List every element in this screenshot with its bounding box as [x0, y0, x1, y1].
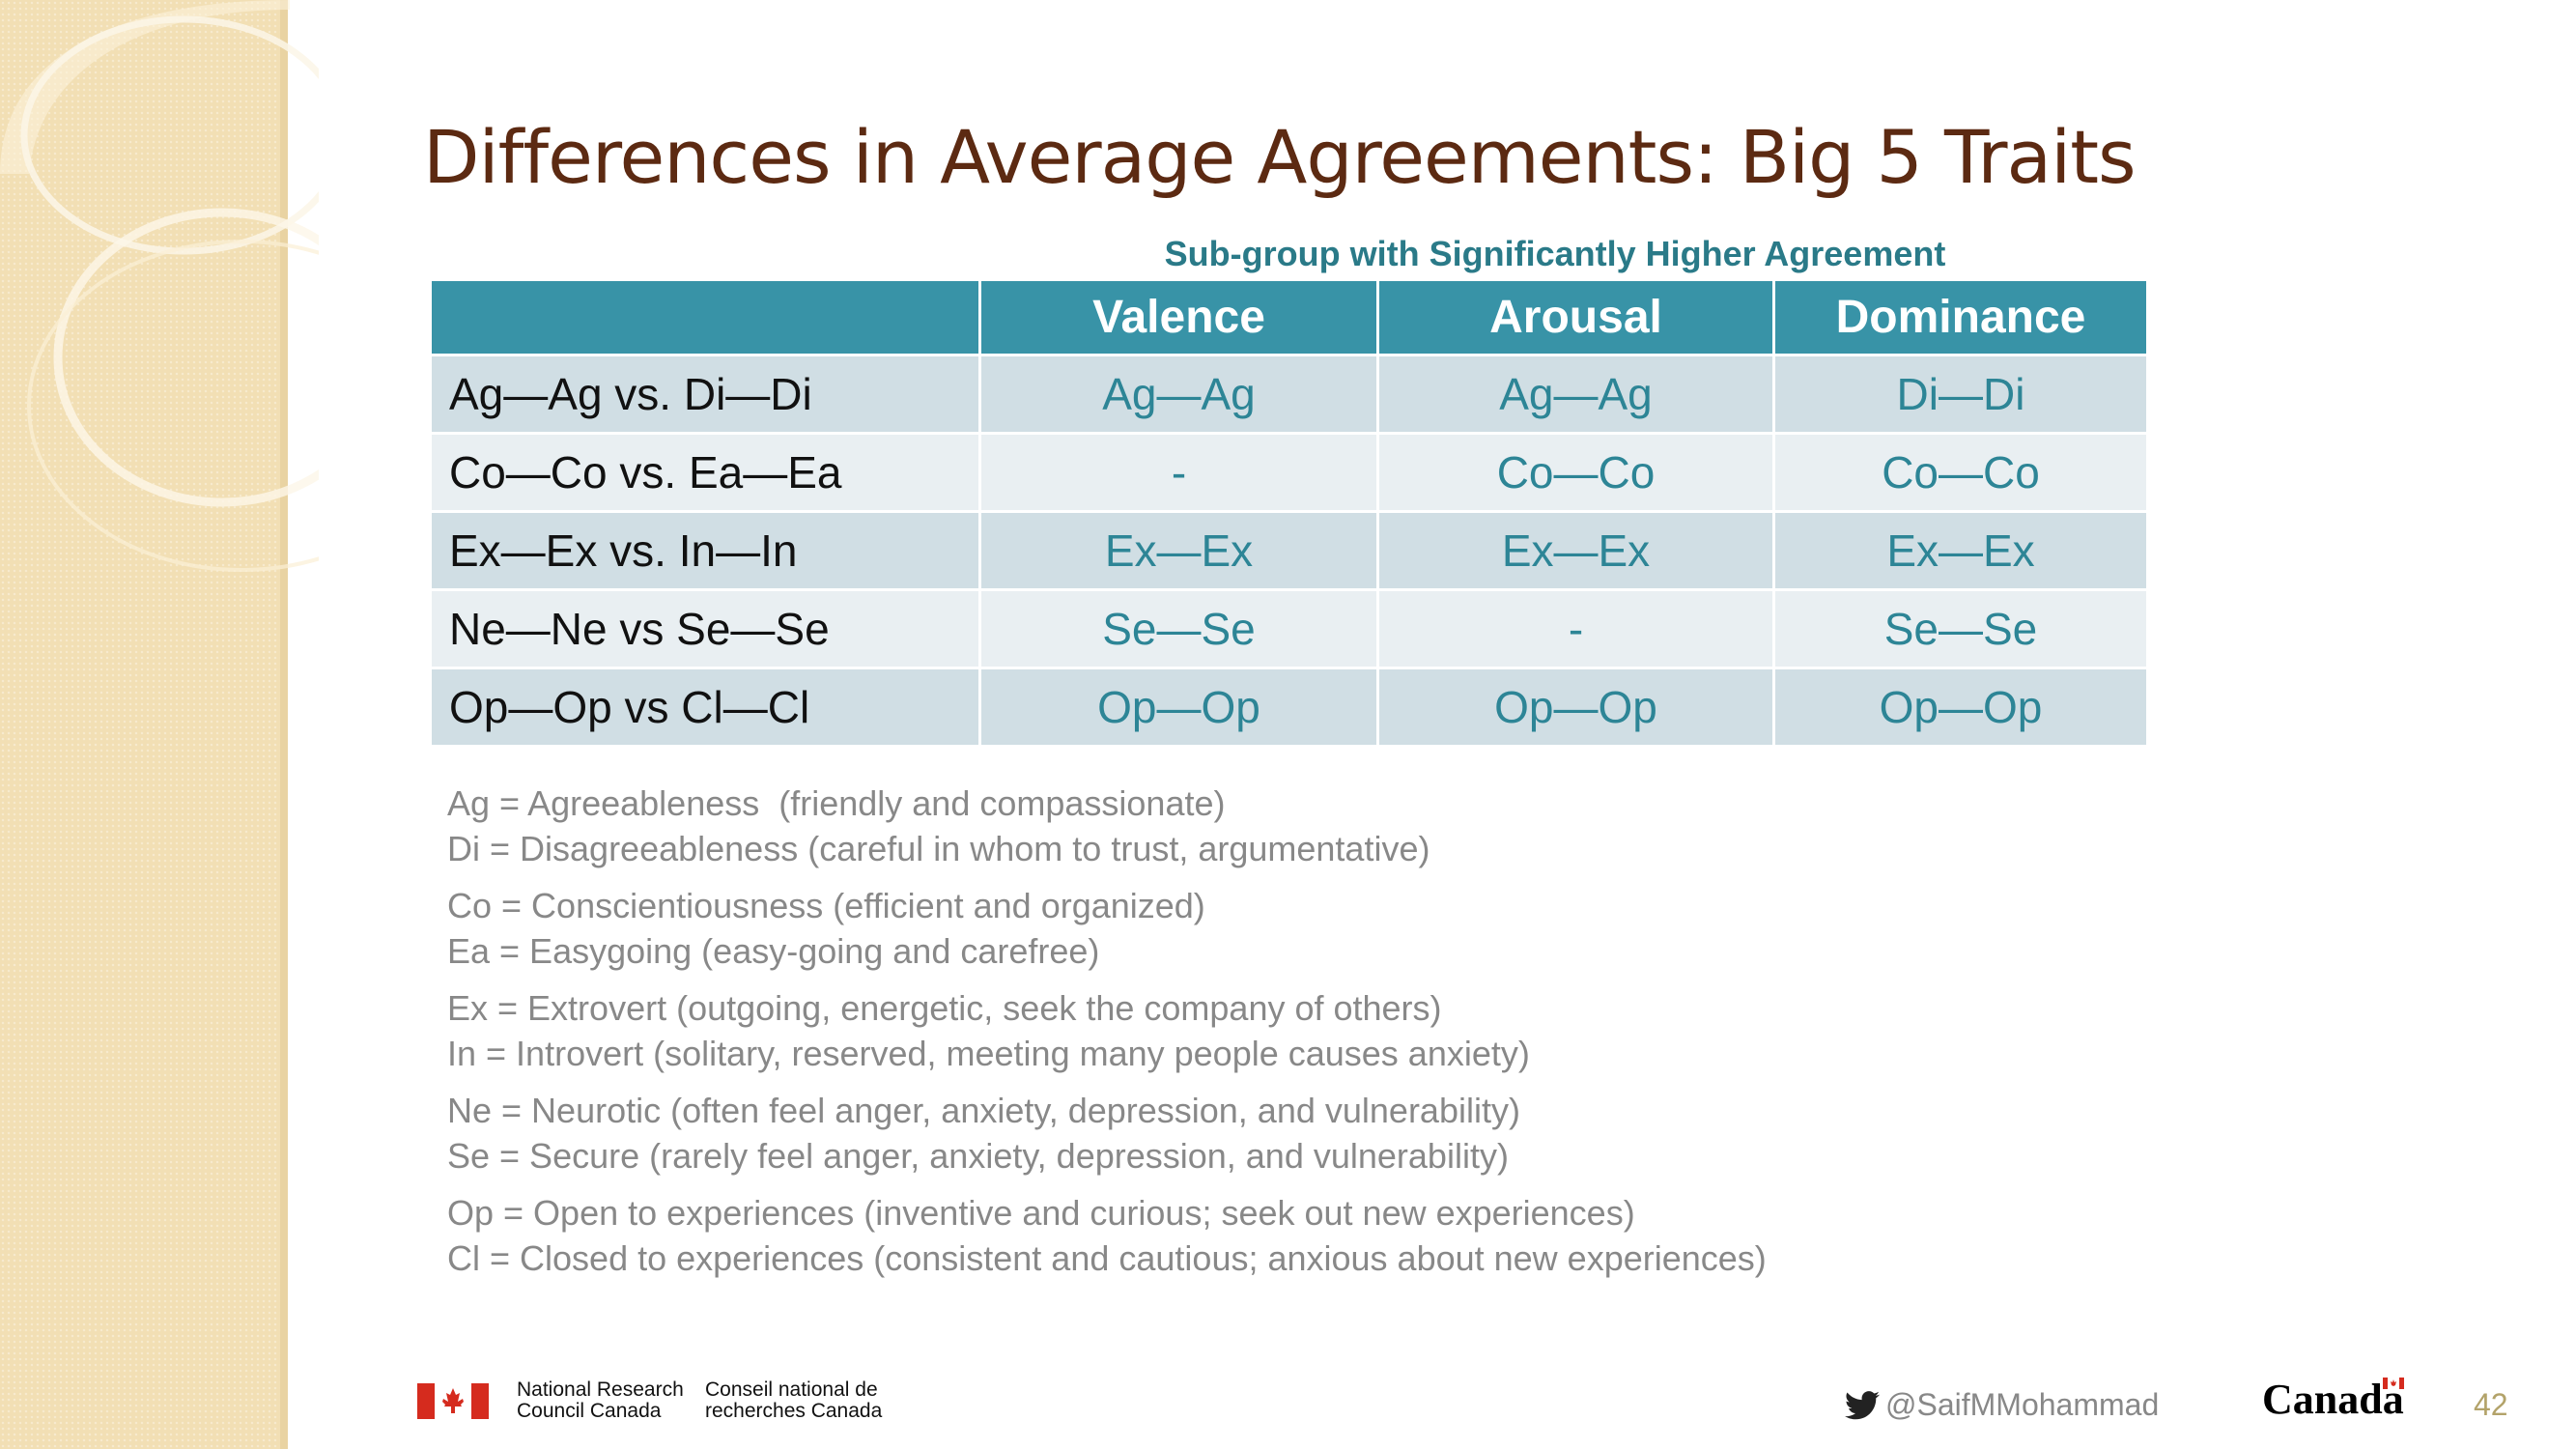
legend-line: Ex = Extrovert (outgoing, energetic, see…: [447, 988, 1442, 1028]
dominance-cell: Di—Di: [1772, 354, 2149, 435]
legend-line: Ne = Neurotic (often feel anger, anxiety…: [447, 1091, 1520, 1130]
trait-legend: Ag = Agreeableness (friendly and compass…: [447, 781, 1767, 1293]
table-header-row: Valence Arousal Dominance: [429, 278, 2149, 356]
legend-line: Op = Open to experiences (inventive and …: [447, 1193, 1635, 1233]
decorative-rings-graphic: [0, 0, 319, 572]
header-empty-cell: [429, 278, 981, 356]
header-arousal: Arousal: [1376, 278, 1775, 356]
canada-wordmark: Canada: [2262, 1376, 2404, 1423]
header-valence: Valence: [978, 278, 1379, 356]
twitter-attribution: @SaifMMohammad: [1845, 1387, 2159, 1423]
arousal-cell: Op—Op: [1376, 667, 1775, 748]
valence-cell: Op—Op: [978, 667, 1379, 748]
table-row: Ag—Ag vs. Di—Di Ag—Ag Ag—Ag Di—Di: [429, 354, 2149, 435]
canada-flag-icon: [417, 1383, 489, 1419]
legend-line: Ag = Agreeableness (friendly and compass…: [447, 783, 1226, 823]
valence-cell: -: [978, 432, 1379, 513]
dominance-cell: Se—Se: [1772, 588, 2149, 669]
legend-group-extroversion: Ex = Extrovert (outgoing, energetic, see…: [447, 985, 1767, 1076]
dominance-cell: Op—Op: [1772, 667, 2149, 748]
table-row: Ne—Ne vs Se—Se Se—Se - Se—Se: [429, 588, 2149, 669]
header-dominance: Dominance: [1772, 278, 2149, 356]
table-row: Ex—Ex vs. In—In Ex—Ex Ex—Ex Ex—Ex: [429, 510, 2149, 591]
valence-cell: Se—Se: [978, 588, 1379, 669]
table-subheader: Sub-group with Significantly Higher Agre…: [1164, 234, 1946, 273]
canada-wordmark-flag-icon: [2383, 1378, 2404, 1389]
row-label: Ne—Ne vs Se—Se: [429, 588, 981, 669]
legend-group-openness: Op = Open to experiences (inventive and …: [447, 1190, 1767, 1281]
row-label: Ex—Ex vs. In—In: [429, 510, 981, 591]
legend-group-agreeableness: Ag = Agreeableness (friendly and compass…: [447, 781, 1767, 871]
legend-line: Co = Conscientiousness (efficient and or…: [447, 886, 1205, 925]
nrc-french-name: Conseil national de recherches Canada: [705, 1378, 883, 1422]
legend-group-conscientiousness: Co = Conscientiousness (efficient and or…: [447, 883, 1767, 974]
twitter-handle: @SaifMMohammad: [1885, 1387, 2160, 1422]
slide-number: 42: [2474, 1387, 2508, 1422]
legend-line: Se = Secure (rarely feel anger, anxiety,…: [447, 1136, 1509, 1176]
row-label: Co—Co vs. Ea—Ea: [429, 432, 981, 513]
table-row: Co—Co vs. Ea—Ea - Co—Co Co—Co: [429, 432, 2149, 513]
nrc-english-name: National Research Council Canada: [517, 1378, 684, 1422]
arousal-cell: Co—Co: [1376, 432, 1775, 513]
row-label: Op—Op vs Cl—Cl: [429, 667, 981, 748]
legend-line: In = Introvert (solitary, reserved, meet…: [447, 1034, 1530, 1073]
twitter-bird-icon: [1845, 1390, 1880, 1419]
agreement-table: Valence Arousal Dominance Ag—Ag vs. Di—D…: [429, 278, 2149, 748]
legend-line: Di = Disagreeableness (careful in whom t…: [447, 829, 1430, 868]
valence-cell: Ag—Ag: [978, 354, 1379, 435]
dominance-cell: Co—Co: [1772, 432, 2149, 513]
valence-cell: Ex—Ex: [978, 510, 1379, 591]
arousal-cell: Ex—Ex: [1376, 510, 1775, 591]
arousal-cell: Ag—Ag: [1376, 354, 1775, 435]
legend-line: Ea = Easygoing (easy-going and carefree): [447, 931, 1100, 971]
row-label: Ag—Ag vs. Di—Di: [429, 354, 981, 435]
arousal-cell: -: [1376, 588, 1775, 669]
legend-line: Cl = Closed to experiences (consistent a…: [447, 1238, 1767, 1278]
slide-title: Differences in Average Agreements: Big 5…: [423, 114, 2137, 200]
legend-group-neuroticism: Ne = Neurotic (often feel anger, anxiety…: [447, 1088, 1767, 1179]
table-row: Op—Op vs Cl—Cl Op—Op Op—Op Op—Op: [429, 667, 2149, 748]
sidebar-edge: [280, 0, 288, 1449]
dominance-cell: Ex—Ex: [1772, 510, 2149, 591]
